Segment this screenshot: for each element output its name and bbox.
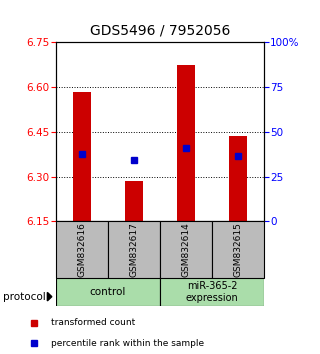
Bar [56, 278, 160, 306]
Bar [212, 221, 264, 278]
Text: GDS5496 / 7952056: GDS5496 / 7952056 [90, 23, 230, 37]
Polygon shape [47, 292, 52, 301]
Bar [177, 65, 195, 221]
Bar [160, 278, 264, 306]
Text: miR-365-2
expression: miR-365-2 expression [186, 281, 238, 303]
Text: GSM832616: GSM832616 [77, 222, 86, 277]
Text: GSM832615: GSM832615 [234, 222, 243, 277]
Text: control: control [90, 287, 126, 297]
Bar [56, 221, 108, 278]
Bar [229, 136, 247, 221]
Bar [125, 181, 143, 221]
Bar [160, 221, 212, 278]
Text: GSM832614: GSM832614 [181, 222, 190, 277]
Text: protocol: protocol [3, 292, 46, 302]
Bar [108, 221, 160, 278]
Text: transformed count: transformed count [51, 318, 136, 327]
Text: GSM832617: GSM832617 [130, 222, 139, 277]
Text: percentile rank within the sample: percentile rank within the sample [51, 339, 204, 348]
Bar [73, 92, 91, 221]
